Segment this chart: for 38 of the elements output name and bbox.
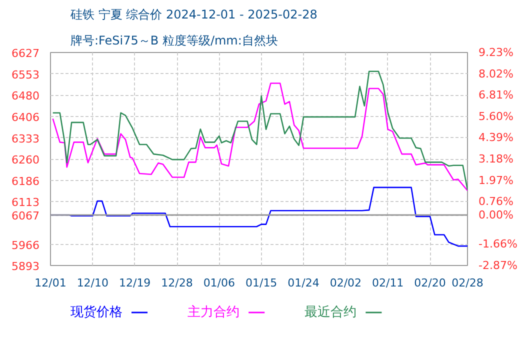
- y-tick-label: 5966: [12, 238, 40, 252]
- y-tick-label: 6333: [12, 132, 40, 146]
- y2-tick-label: 6.81%: [478, 88, 514, 102]
- x-tick-label: 01/15: [245, 276, 278, 290]
- y-tick-label: 6480: [12, 90, 40, 103]
- x-tick-label: 12/19: [118, 276, 151, 290]
- y-tick-label: 6067: [12, 210, 40, 223]
- y2-tick-label: 0.00%: [478, 208, 514, 222]
- y2-tick-label: 9.23%: [478, 46, 514, 59]
- x-tick-label: 02/28: [452, 276, 484, 290]
- y-tick-label: 6113: [12, 196, 40, 210]
- x-tick-label: 02/02: [330, 276, 362, 290]
- y2-tick-label: 1.97%: [478, 174, 514, 187]
- y2-tick-label: 4.39%: [478, 131, 514, 144]
- legend-label: 现货价格: [70, 305, 123, 320]
- x-tick-label: 12/01: [34, 276, 66, 290]
- legend-label: 最近合约: [304, 305, 357, 320]
- x-tick-label: 01/24: [288, 276, 320, 290]
- y-tick-label: 5893: [12, 260, 40, 273]
- chart-subtitle: 牌号:FeSi75～B 粒度等级/mm:自然块: [70, 34, 278, 48]
- x-tick-label: 02/11: [372, 276, 404, 290]
- y2-tick-label: -2.87%: [478, 259, 518, 272]
- y2-tick-label: 5.60%: [478, 110, 514, 123]
- y2-tick-label: 8.02%: [478, 67, 514, 80]
- y-tick-label: 6406: [12, 111, 40, 124]
- legend-label: 主力合约: [188, 304, 240, 320]
- y2-tick-label: 0.76%: [478, 195, 514, 208]
- x-tick-label: 02/20: [414, 276, 446, 290]
- x-tick-label: 12/28: [161, 276, 193, 290]
- y-tick-label: 6627: [12, 47, 40, 60]
- chart-title: 硅铁 宁夏 综合价 2024-12-01 - 2025-02-28: [70, 8, 318, 22]
- x-tick-label: 12/10: [76, 276, 109, 290]
- y-tick-label: 6553: [12, 68, 40, 82]
- y-tick-label: 6260: [12, 154, 40, 166]
- x-tick-label: 01/06: [203, 276, 236, 290]
- y-tick-label: 6186: [12, 174, 40, 188]
- y2-tick-label: 3.18%: [478, 152, 514, 166]
- y2-tick-label: -1.66%: [478, 238, 518, 251]
